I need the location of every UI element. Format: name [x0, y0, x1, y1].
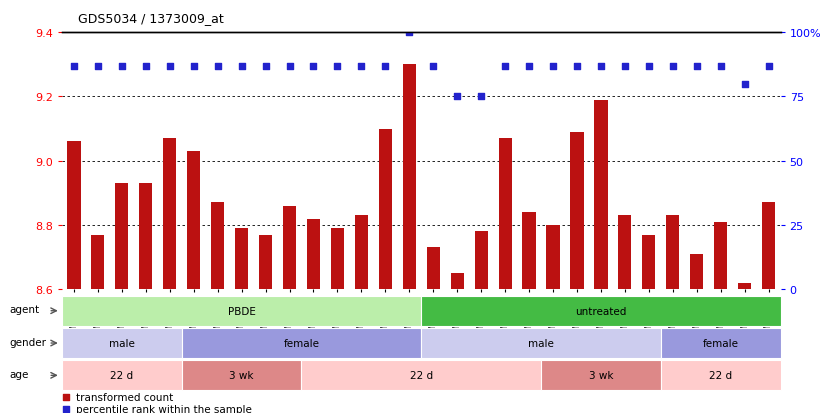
Point — [211, 63, 224, 70]
Bar — [259, 235, 272, 290]
Point — [474, 94, 487, 100]
Bar — [140, 184, 152, 290]
Bar — [714, 222, 727, 290]
Point — [498, 63, 511, 70]
Point — [714, 63, 727, 70]
Point — [115, 63, 129, 70]
Text: female: female — [283, 338, 320, 348]
Point — [666, 63, 679, 70]
Point — [235, 63, 248, 70]
Text: transformed count: transformed count — [76, 392, 173, 403]
Bar — [547, 225, 559, 290]
Point — [163, 63, 176, 70]
Bar — [307, 219, 320, 290]
Text: agent: agent — [9, 304, 40, 314]
Point — [330, 63, 344, 70]
Text: 22 d: 22 d — [410, 370, 433, 380]
Text: percentile rank within the sample: percentile rank within the sample — [76, 404, 252, 413]
Text: 3 wk: 3 wk — [230, 370, 254, 380]
Bar — [283, 206, 296, 290]
Bar — [571, 133, 583, 290]
Text: 22 d: 22 d — [111, 370, 133, 380]
Bar — [667, 216, 679, 290]
Bar — [379, 129, 392, 290]
Point — [282, 63, 296, 70]
Bar — [301, 361, 541, 390]
Point — [402, 30, 415, 36]
Text: male: male — [528, 338, 554, 348]
Point — [91, 63, 104, 70]
Point — [187, 63, 200, 70]
Point — [67, 63, 81, 70]
Bar — [421, 328, 661, 358]
Bar — [595, 100, 607, 290]
Point — [139, 63, 152, 70]
Bar — [331, 229, 344, 290]
Point — [299, 259, 312, 265]
Bar — [523, 213, 535, 290]
Bar — [62, 328, 182, 358]
Point — [299, 362, 312, 368]
Bar — [762, 203, 775, 290]
Point — [354, 63, 368, 70]
Point — [259, 63, 272, 70]
Text: gender: gender — [9, 337, 46, 347]
Point — [378, 63, 392, 70]
Bar — [211, 203, 224, 290]
Bar — [182, 361, 301, 390]
Point — [306, 63, 320, 70]
Text: female: female — [703, 338, 738, 348]
Point — [522, 63, 535, 70]
Point — [762, 63, 775, 70]
Bar — [427, 248, 439, 290]
Bar — [619, 216, 631, 290]
Bar — [164, 139, 176, 290]
Bar — [691, 254, 703, 290]
Text: 22 d: 22 d — [710, 370, 732, 380]
Bar — [499, 139, 511, 290]
Bar — [643, 235, 655, 290]
Bar — [403, 65, 415, 290]
Bar — [661, 328, 781, 358]
Point — [690, 63, 703, 70]
Point — [594, 63, 607, 70]
Bar — [355, 216, 368, 290]
Bar — [738, 283, 751, 290]
Bar — [62, 296, 421, 326]
Text: untreated: untreated — [575, 306, 627, 316]
Bar — [68, 142, 80, 290]
Bar — [188, 152, 200, 290]
Point — [546, 63, 559, 70]
Bar — [661, 361, 781, 390]
Point — [642, 63, 655, 70]
Bar — [62, 361, 182, 390]
Text: GDS5034 / 1373009_at: GDS5034 / 1373009_at — [78, 12, 224, 25]
Bar — [92, 235, 104, 290]
Text: male: male — [109, 338, 135, 348]
Bar — [451, 273, 463, 290]
Bar — [421, 296, 781, 326]
Text: age: age — [9, 369, 29, 379]
Bar — [182, 328, 421, 358]
Point — [426, 63, 439, 70]
Bar — [116, 184, 128, 290]
Point — [570, 63, 583, 70]
Text: 3 wk: 3 wk — [589, 370, 613, 380]
Text: PBDE: PBDE — [228, 306, 255, 316]
Bar — [235, 229, 248, 290]
Bar — [541, 361, 661, 390]
Point — [618, 63, 631, 70]
Point — [450, 94, 463, 100]
Bar — [475, 232, 487, 290]
Point — [738, 81, 751, 88]
